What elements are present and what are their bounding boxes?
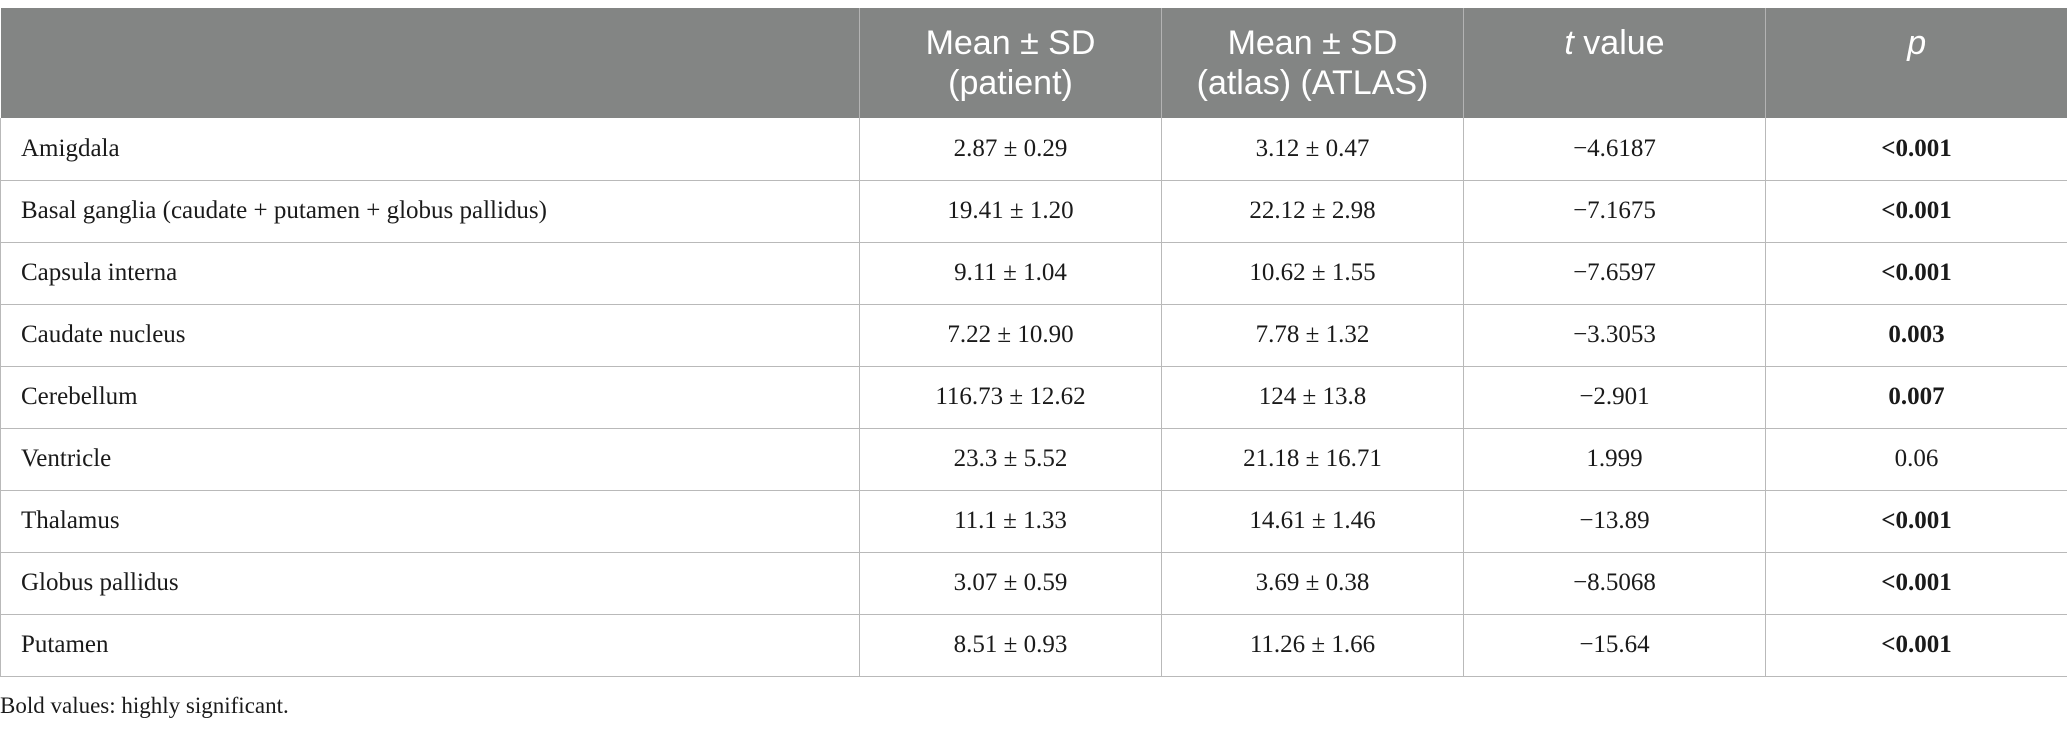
cell-mean-atlas: 11.26 ± 1.66 [1161, 614, 1464, 677]
cell-structure: Amigdala [0, 118, 860, 181]
cell-structure: Caudate nucleus [0, 304, 860, 367]
cell-structure: Capsula interna [0, 242, 860, 305]
cell-mean-atlas: 10.62 ± 1.55 [1161, 242, 1464, 305]
header-mean-atlas: Mean ± SD (atlas) (ATLAS) [1161, 8, 1464, 118]
table-header: Mean ± SD (patient) Mean ± SD (atlas) (A… [0, 8, 2067, 118]
table-row: Caudate nucleus 7.22 ± 10.90 7.78 ± 1.32 −3… [0, 304, 2067, 367]
table-row: Cerebellum 116.73 ± 12.62 124 ± 13.8 −2.901… [0, 366, 2067, 429]
cell-structure: Globus pallidus [0, 552, 860, 615]
cell-structure: Putamen [0, 614, 860, 677]
cell-p-value: <0.001 [1765, 242, 2067, 305]
cell-mean-atlas: 3.69 ± 0.38 [1161, 552, 1464, 615]
cell-structure: Thalamus [0, 490, 860, 553]
cell-structure: Basal ganglia (caudate + putamen + globu… [0, 180, 860, 243]
cell-p-value: <0.001 [1765, 552, 2067, 615]
cell-mean-atlas: 21.18 ± 16.71 [1161, 428, 1464, 491]
cell-p-value: 0.06 [1765, 428, 2067, 491]
cell-p-value: <0.001 [1765, 614, 2067, 677]
cell-structure: Ventricle [0, 428, 860, 491]
cell-p-value: 0.007 [1765, 366, 2067, 429]
header-mean-atlas-line2: (atlas) (ATLAS) [1196, 64, 1429, 102]
cell-mean-patient: 2.87 ± 0.29 [859, 118, 1162, 181]
header-structure [0, 8, 860, 118]
cell-t-value: −4.6187 [1463, 118, 1766, 181]
cell-mean-atlas: 14.61 ± 1.46 [1161, 490, 1464, 553]
cell-structure: Cerebellum [0, 366, 860, 429]
table-row: Capsula interna 9.11 ± 1.04 10.62 ± 1.55 −7… [0, 242, 2067, 305]
cell-t-value: −13.89 [1463, 490, 1766, 553]
header-p: p [1765, 8, 2067, 118]
cell-t-value: −3.3053 [1463, 304, 1766, 367]
header-row: Mean ± SD (patient) Mean ± SD (atlas) (A… [0, 8, 2067, 118]
cell-mean-atlas: 22.12 ± 2.98 [1161, 180, 1464, 243]
cell-mean-atlas: 124 ± 13.8 [1161, 366, 1464, 429]
cell-p-value: <0.001 [1765, 118, 2067, 181]
cell-mean-patient: 7.22 ± 10.90 [859, 304, 1162, 367]
cell-p-value: 0.003 [1765, 304, 2067, 367]
cell-mean-atlas: 7.78 ± 1.32 [1161, 304, 1464, 367]
header-mean-atlas-line1: Mean ± SD [1227, 24, 1398, 62]
table-row: Ventricle 23.3 ± 5.52 21.18 ± 16.71 1.999 0.… [0, 428, 2067, 491]
cell-mean-patient: 9.11 ± 1.04 [859, 242, 1162, 305]
cell-t-value: 1.999 [1463, 428, 1766, 491]
table-row: Thalamus 11.1 ± 1.33 14.61 ± 1.46 −13.89 <0.… [0, 490, 2067, 553]
header-t-rest: value [1573, 24, 1665, 62]
header-t-value: t value [1463, 8, 1766, 118]
cell-mean-patient: 3.07 ± 0.59 [859, 552, 1162, 615]
header-mean-patient-line2: (patient) [948, 64, 1073, 102]
cell-t-value: −2.901 [1463, 366, 1766, 429]
table-row: Amigdala 2.87 ± 0.29 3.12 ± 0.47 −4.6187 <0.… [0, 118, 2067, 181]
cell-t-value: −7.1675 [1463, 180, 1766, 243]
table-footnote: Bold values: highly significant. [0, 693, 289, 718]
cell-t-value: −8.5068 [1463, 552, 1766, 615]
table-row: Basal ganglia (caudate + putamen + globu… [0, 180, 2067, 243]
cell-mean-patient: 8.51 ± 0.93 [859, 614, 1162, 677]
header-p-italic: p [1907, 24, 1927, 62]
cell-p-value: <0.001 [1765, 490, 2067, 553]
cell-mean-patient: 23.3 ± 5.52 [859, 428, 1162, 491]
results-table: Mean ± SD (patient) Mean ± SD (atlas) (A… [0, 8, 2067, 677]
header-t-italic: t [1564, 24, 1574, 62]
cell-t-value: −15.64 [1463, 614, 1766, 677]
cell-mean-patient: 116.73 ± 12.62 [859, 366, 1162, 429]
table-row: Putamen 8.51 ± 0.93 11.26 ± 1.66 −15.64 <0.0… [0, 614, 2067, 677]
table-row: Globus pallidus 3.07 ± 0.59 3.69 ± 0.38 −8.… [0, 552, 2067, 615]
table-body: Amigdala 2.87 ± 0.29 3.12 ± 0.47 −4.6187 <0.… [0, 118, 2067, 677]
cell-mean-patient: 11.1 ± 1.33 [859, 490, 1162, 553]
cell-p-value: <0.001 [1765, 180, 2067, 243]
header-mean-patient: Mean ± SD (patient) [859, 8, 1162, 118]
cell-mean-atlas: 3.12 ± 0.47 [1161, 118, 1464, 181]
cell-mean-patient: 19.41 ± 1.20 [859, 180, 1162, 243]
header-mean-patient-line1: Mean ± SD [925, 24, 1096, 62]
cell-t-value: −7.6597 [1463, 242, 1766, 305]
